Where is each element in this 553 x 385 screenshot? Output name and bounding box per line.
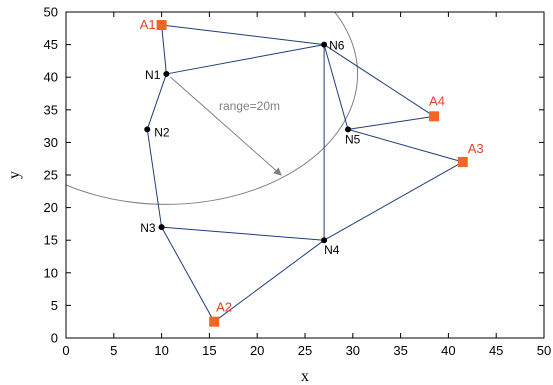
node-label-n5: N5 — [345, 132, 361, 146]
node-n4 — [321, 237, 328, 244]
range-arrow — [170, 76, 282, 176]
x-axis-label: x — [301, 368, 309, 385]
anchor-a2 — [209, 316, 220, 327]
node-n2 — [144, 126, 151, 133]
y-tick-label: 5 — [51, 298, 58, 313]
node-n1 — [163, 70, 170, 77]
link-n5-a4 — [347, 115, 435, 130]
link-n4-a3 — [323, 161, 463, 241]
range-circle — [66, 12, 359, 205]
anchor-label-a1: A1 — [140, 17, 156, 32]
link-n1-n2 — [146, 73, 167, 130]
x-tick-label: 50 — [537, 343, 551, 358]
anchor-a3 — [457, 156, 468, 167]
node-label-n4: N4 — [324, 243, 340, 257]
x-tick-label: 10 — [154, 343, 168, 358]
node-label-n1: N1 — [145, 68, 161, 82]
x-tick-label: 0 — [62, 343, 69, 358]
link-n3-n4 — [161, 226, 325, 241]
y-tick-label: 25 — [44, 168, 58, 183]
y-tick-label: 10 — [44, 265, 58, 280]
x-tick-label: 40 — [441, 343, 455, 358]
link-n3-a2 — [161, 226, 215, 322]
y-tick-label: 0 — [51, 331, 58, 346]
y-tick-label: 35 — [44, 102, 58, 117]
x-tick-label: 5 — [110, 343, 117, 358]
x-tick-label: 35 — [393, 343, 407, 358]
link-n5-a3 — [347, 128, 463, 163]
y-axis-label: y — [6, 171, 23, 179]
anchor-a4 — [429, 111, 440, 122]
y-tick-label: 50 — [44, 5, 58, 20]
node-label-n3: N3 — [140, 221, 156, 235]
x-tick-label: 45 — [489, 343, 503, 358]
x-tick-label: 15 — [202, 343, 216, 358]
x-tick-label: 20 — [250, 343, 264, 358]
x-tick-label: 25 — [298, 343, 312, 358]
y-tick-label: 20 — [44, 200, 58, 215]
link-n2-n3 — [146, 129, 163, 228]
link-n1-n6 — [166, 44, 325, 75]
y-tick-label: 15 — [44, 233, 58, 248]
y-tick-label: 40 — [44, 70, 58, 85]
link-a1-n6 — [161, 24, 325, 46]
y-tick-label: 30 — [44, 135, 58, 150]
anchor-label-a3: A3 — [468, 141, 484, 156]
node-label-n2: N2 — [154, 125, 170, 139]
link-n6-a4 — [323, 44, 435, 117]
anchor-a1 — [156, 20, 167, 31]
plot-frame — [65, 11, 545, 339]
link-a1-n1 — [161, 24, 167, 74]
node-n5 — [345, 126, 352, 133]
y-tick-label: 45 — [44, 37, 58, 52]
node-n6 — [321, 41, 328, 48]
node-n3 — [158, 224, 165, 231]
node-label-n6: N6 — [329, 39, 345, 53]
anchor-label-a4: A4 — [429, 93, 445, 108]
link-n6-n5 — [323, 44, 349, 130]
x-tick-label: 30 — [346, 343, 360, 358]
range-annotation-label: range=20m — [219, 99, 280, 113]
anchor-label-a2: A2 — [216, 300, 232, 315]
link-n4-a2 — [213, 239, 325, 323]
